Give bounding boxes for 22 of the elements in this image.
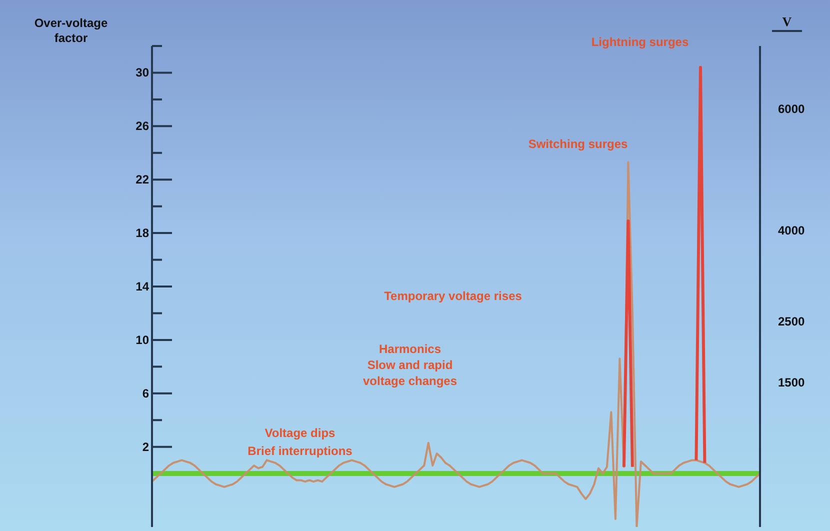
y-tick-label: 22: [136, 172, 150, 187]
y2-tick-label: 4000: [778, 224, 806, 238]
annotation: Harmonics: [378, 341, 442, 357]
annotation: Switching surges: [527, 136, 629, 152]
y-tick-label: 14: [136, 280, 150, 294]
y-tick-label: 10: [136, 332, 150, 347]
y-tick-label: 6: [142, 386, 150, 400]
y-tick-label: 26: [136, 119, 150, 134]
y2-tick-label: 2500: [778, 314, 806, 329]
line-series: [151, 161, 761, 527]
y2-tick-label: 6000: [778, 102, 806, 116]
annotation: Slow and rapid voltage changes: [362, 357, 458, 389]
y-tick-label: 30: [136, 66, 150, 80]
annotation: Brief interruptions: [246, 443, 354, 459]
y2-axis-title: V: [772, 14, 802, 32]
annotation: Lightning surges: [590, 34, 690, 50]
y-axis-title: Over-voltage factor: [33, 16, 109, 46]
annotation: Voltage dips: [264, 425, 336, 441]
y-tick-label: 18: [136, 226, 150, 240]
annotation: Temporary voltage rises: [383, 288, 523, 304]
y2-tick-label: 1500: [778, 375, 806, 390]
y-tick-label: 2: [142, 440, 150, 454]
